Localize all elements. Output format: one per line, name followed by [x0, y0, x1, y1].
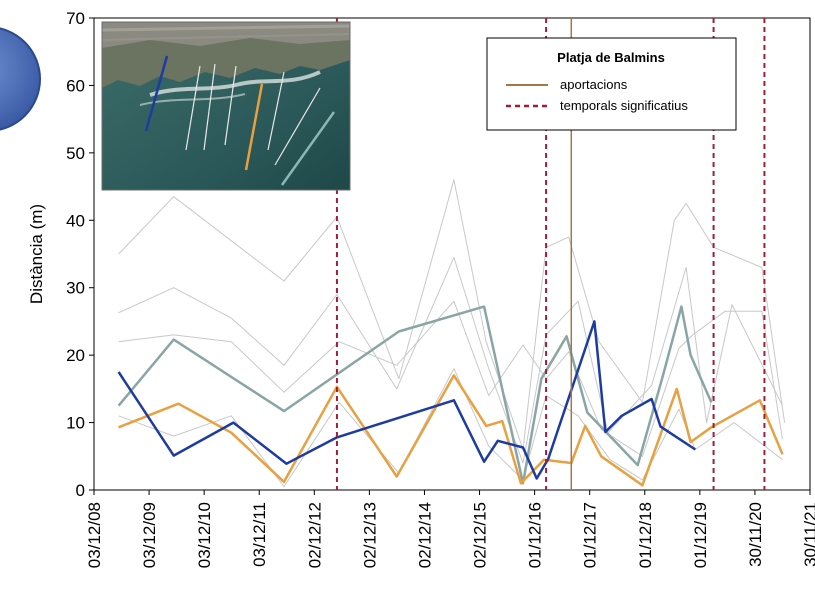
x-tick-label: 01/12/17 — [581, 502, 600, 568]
y-tick-label: 0 — [76, 481, 85, 500]
legend-title: Platja de Balmins — [557, 50, 665, 65]
y-tick-label: 60 — [66, 76, 85, 95]
legend-label-aportacions: aportacions — [560, 77, 628, 92]
x-tick-label: 02/12/15 — [471, 502, 490, 568]
y-tick-label: 50 — [66, 144, 85, 163]
y-tick-label: 20 — [66, 346, 85, 365]
legend-label-temporals: temporals significatius — [560, 98, 688, 113]
y-tick-label: 10 — [66, 414, 85, 433]
y-axis-title: Distància (m) — [27, 204, 46, 304]
y-tick-label: 30 — [66, 279, 85, 298]
series-line-0 — [117, 305, 713, 485]
legend: Platja de Balmins aportacions temporals … — [486, 37, 737, 131]
x-tick-label: 02/12/14 — [415, 502, 434, 568]
x-tick-label: 30/11/21 — [801, 502, 815, 567]
x-tick-label: 02/12/12 — [305, 502, 324, 568]
series-line-4 — [118, 256, 783, 464]
x-axis: 03/12/08 03/12/09 03/12/10 03/12/11 02/12/12… — [85, 490, 815, 568]
y-tick-label: 40 — [66, 211, 85, 230]
decorative-circle — [0, 27, 41, 131]
x-tick-label: 02/12/13 — [360, 502, 379, 568]
x-tick-label: 01/12/18 — [636, 502, 655, 568]
series-line-5 — [118, 300, 783, 457]
x-tick-label: 03/12/09 — [140, 502, 159, 568]
x-tick-label: 01/12/16 — [526, 502, 545, 568]
x-tick-label: 03/12/11 — [250, 502, 269, 567]
x-tick-label: 03/12/08 — [85, 502, 104, 568]
series-line-2 — [117, 320, 696, 480]
x-tick-label: 03/12/10 — [195, 502, 214, 568]
y-axis: 0 10 20 30 40 50 60 70 — [66, 9, 94, 500]
y-tick-label: 70 — [66, 9, 85, 28]
x-tick-label: 30/11/20 — [746, 502, 765, 567]
x-tick-label: 01/12/19 — [691, 502, 710, 568]
series-layer — [117, 179, 786, 488]
aerial-photo-inset — [102, 22, 350, 190]
